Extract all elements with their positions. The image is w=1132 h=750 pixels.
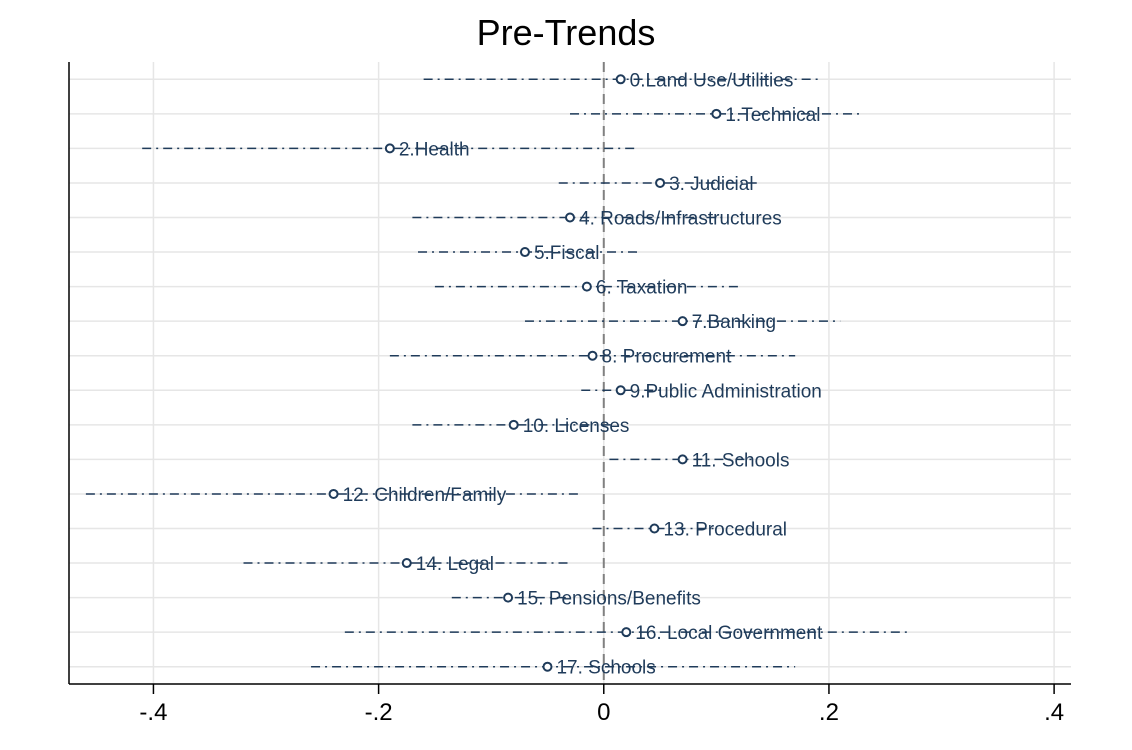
point-label: 12. Children/Family	[343, 485, 507, 506]
x-tick-label: .4	[1044, 699, 1064, 726]
point-estimate-layer	[328, 74, 722, 672]
point-label: 16. Local Government	[635, 623, 823, 644]
point-marker	[655, 177, 666, 188]
point-marker	[615, 74, 626, 85]
point-marker	[677, 316, 688, 327]
point-label: 9.Public Administration	[630, 381, 822, 402]
point-marker	[587, 350, 598, 361]
point-marker	[503, 592, 514, 603]
point-label: 14. Legal	[416, 554, 494, 575]
point-marker	[565, 212, 575, 223]
point-label: 3. Judicial	[669, 174, 754, 195]
point-marker	[508, 419, 519, 430]
x-tick-label: 0	[597, 699, 610, 726]
point-marker	[677, 454, 688, 465]
point-label: 5.Fiscal	[534, 243, 599, 264]
point-label: 6. Taxation	[596, 278, 688, 299]
confidence-interval-layer	[85, 78, 908, 668]
point-marker	[401, 558, 412, 569]
point-marker	[615, 385, 626, 396]
point-label: 1.Technical	[725, 105, 820, 126]
point-label-layer: 0.Land Use/Utilities 1.Technical 2.Health 3…	[343, 70, 823, 678]
point-label: 8. Procurement	[602, 347, 733, 368]
point-label: 11. Schools	[692, 450, 790, 471]
x-tick-label: -.2	[365, 699, 393, 726]
point-label: 13. Procedural	[663, 520, 787, 541]
point-label: 10. Licenses	[523, 416, 630, 437]
point-marker	[328, 488, 339, 499]
point-label: 7.Banking	[692, 312, 777, 333]
axis-layer: -.4 -.2 0 .2 .4	[68, 62, 1071, 726]
x-tick-label: .2	[819, 699, 839, 726]
x-tick-label: -.4	[139, 699, 167, 726]
point-label: 15. Pensions/Benefits	[517, 589, 701, 610]
point-marker	[649, 523, 660, 534]
point-label: 2.Health	[399, 139, 470, 160]
point-marker	[711, 108, 722, 119]
point-marker	[384, 143, 395, 154]
point-marker	[581, 281, 592, 292]
point-marker	[519, 247, 530, 258]
chart-title: Pre-Trends	[476, 12, 656, 53]
point-marker	[621, 627, 632, 638]
point-label: 4. Roads/Infrastructures	[579, 209, 782, 230]
point-label: 0.Land Use/Utilities	[630, 70, 794, 91]
point-marker	[542, 661, 553, 672]
point-label: 17. Schools	[556, 658, 655, 679]
